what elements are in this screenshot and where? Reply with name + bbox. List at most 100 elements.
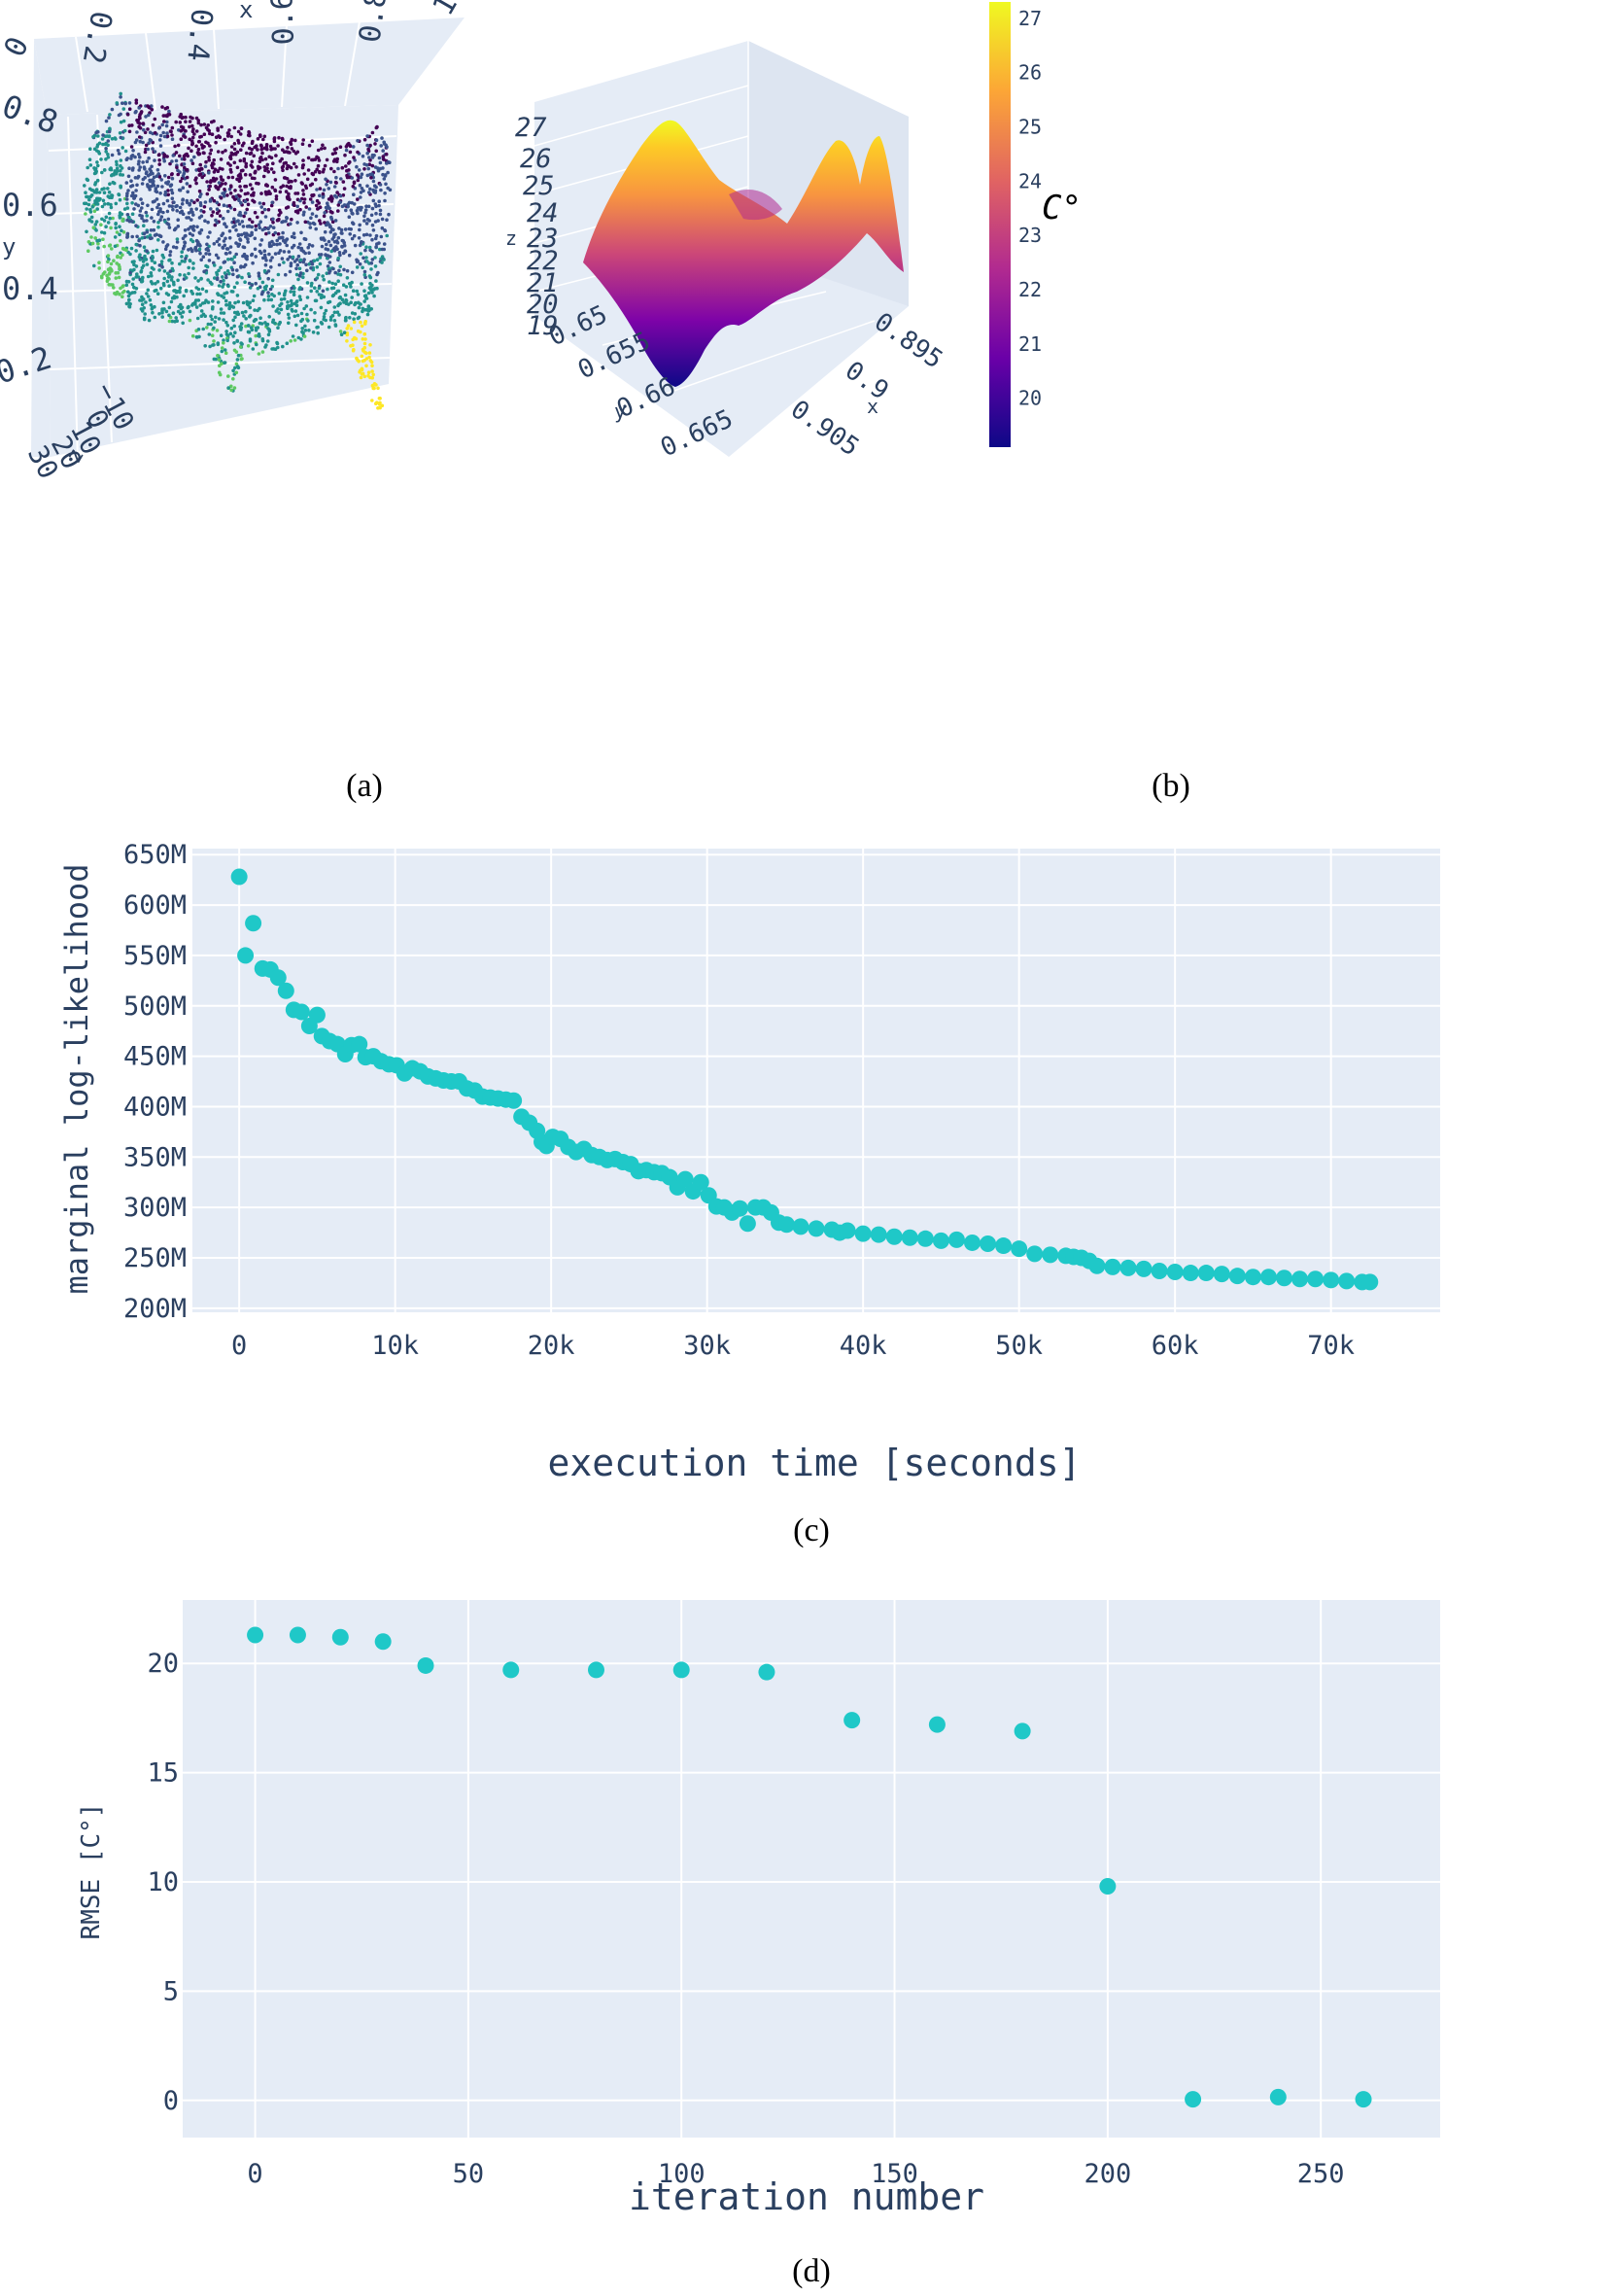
chart-a-point bbox=[121, 230, 126, 234]
chart-a-point bbox=[387, 212, 391, 217]
chart-a-point bbox=[313, 286, 317, 291]
chart-a-point bbox=[257, 271, 261, 276]
chart-a-point bbox=[297, 273, 302, 278]
chart-a-point bbox=[281, 164, 286, 169]
chart-a-point bbox=[271, 221, 275, 225]
chart-a-point bbox=[251, 298, 256, 303]
chart-a-point bbox=[253, 308, 257, 312]
chart-a-point bbox=[294, 299, 299, 303]
chart-a-point bbox=[127, 219, 132, 224]
chart-a-point bbox=[107, 191, 112, 194]
chart-a-point bbox=[165, 271, 170, 276]
chart-a-point bbox=[220, 346, 224, 350]
chart-a-point bbox=[323, 146, 327, 151]
chart-a-point bbox=[166, 293, 171, 297]
chart-a-point bbox=[338, 272, 343, 277]
chart-a-point bbox=[380, 247, 385, 252]
chart-a-point bbox=[215, 277, 220, 282]
chart-a-point bbox=[172, 200, 176, 204]
chart-a-point bbox=[333, 232, 337, 236]
chart-a-point bbox=[272, 136, 277, 140]
chart-a-point bbox=[307, 143, 312, 148]
chart-a-point bbox=[291, 255, 295, 260]
chart-a-point bbox=[303, 237, 308, 241]
chart-c-y-tick-label: 350M bbox=[123, 1142, 187, 1172]
chart-a-point bbox=[380, 217, 385, 222]
chart-a-point bbox=[377, 156, 382, 160]
chart-a-point bbox=[188, 124, 191, 129]
chart-b-surface-shade bbox=[729, 190, 782, 221]
chart-a-point bbox=[356, 178, 361, 183]
chart-a-point bbox=[364, 232, 369, 237]
chart-a-point bbox=[345, 332, 350, 337]
chart-a-point bbox=[135, 176, 140, 180]
chart-a-point bbox=[88, 147, 92, 151]
chart-a-point bbox=[344, 298, 349, 303]
chart-a-point bbox=[273, 178, 278, 182]
chart-a-point bbox=[91, 226, 96, 229]
chart-a-point bbox=[100, 137, 105, 141]
chart-a-point bbox=[165, 222, 169, 226]
chart-a-point bbox=[145, 292, 149, 296]
chart-a-point bbox=[200, 287, 205, 292]
chart-a-point bbox=[250, 187, 255, 191]
chart-a-point bbox=[167, 259, 171, 262]
chart-a-x-label: x bbox=[239, 0, 253, 23]
chart-b-z-tick: 25 bbox=[523, 171, 555, 201]
chart-a-point bbox=[261, 174, 266, 179]
chart-a-point bbox=[253, 318, 258, 322]
chart-a-point bbox=[188, 203, 191, 207]
chart-a-point bbox=[362, 321, 367, 325]
chart-a-point bbox=[345, 327, 350, 330]
chart-a-point bbox=[155, 205, 159, 210]
chart-a-point bbox=[93, 223, 98, 226]
chart-a-point bbox=[233, 315, 237, 320]
chart-a-point bbox=[277, 262, 282, 267]
chart-a-point bbox=[148, 138, 153, 142]
chart-a-point bbox=[181, 198, 185, 202]
chart-a-point bbox=[307, 207, 312, 211]
chart-a-point bbox=[358, 227, 361, 232]
chart-a-point bbox=[147, 113, 151, 118]
chart-a-point bbox=[222, 203, 226, 207]
chart-a-point bbox=[374, 149, 379, 154]
chart-a-point bbox=[377, 203, 381, 208]
chart-a-point bbox=[301, 163, 306, 167]
chart-a-point bbox=[360, 367, 364, 372]
chart-a-x-tick: 0.6 bbox=[265, 0, 301, 46]
chart-a-point bbox=[196, 298, 201, 302]
chart-c-point bbox=[1259, 1269, 1277, 1286]
chart-a-point bbox=[368, 187, 372, 191]
chart-a-point bbox=[293, 191, 297, 195]
chart-a-point bbox=[281, 148, 285, 152]
chart-a-point bbox=[232, 341, 236, 345]
chart-a-point bbox=[167, 113, 172, 117]
chart-a-point bbox=[328, 318, 333, 322]
chart-a-point bbox=[310, 212, 315, 216]
chart-a-point bbox=[335, 289, 340, 294]
chart-a-point bbox=[233, 152, 238, 156]
chart-a-point bbox=[222, 239, 226, 243]
chart-a-point bbox=[233, 365, 237, 370]
chart-a-point bbox=[330, 281, 335, 286]
chart-a-point bbox=[357, 168, 361, 172]
chart-a-point bbox=[272, 170, 276, 175]
chart-c-point bbox=[731, 1200, 748, 1217]
chart-a-point bbox=[323, 163, 327, 168]
chart-a-point bbox=[295, 262, 300, 267]
chart-a-point bbox=[129, 157, 133, 160]
chart-d-y-tick-label: 20 bbox=[147, 1649, 179, 1679]
chart-a-point bbox=[227, 203, 232, 208]
chart-a-point bbox=[337, 302, 341, 306]
chart-a-point bbox=[325, 183, 328, 187]
chart-a-point bbox=[220, 349, 224, 354]
chart-a-point bbox=[370, 130, 375, 135]
chart-a-point bbox=[321, 274, 326, 278]
chart-a-point bbox=[239, 213, 243, 218]
chart-a-point bbox=[266, 169, 271, 174]
chart-a-point bbox=[226, 258, 230, 261]
chart-a-point bbox=[351, 212, 355, 216]
chart-a-point bbox=[323, 238, 327, 242]
chart-a-point bbox=[207, 158, 211, 162]
chart-a-point bbox=[328, 230, 333, 234]
